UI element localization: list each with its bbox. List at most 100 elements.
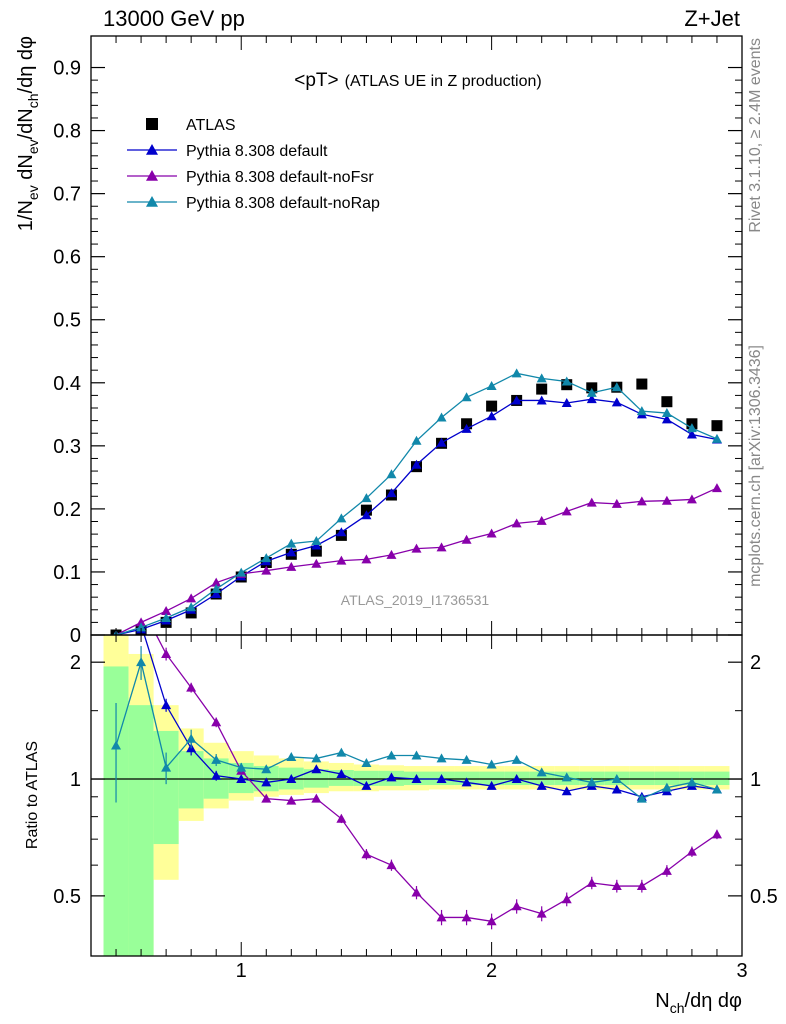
legend-label-noFsr: Pythia 8.308 default-noFsr: [186, 169, 374, 186]
data-point-default: [486, 411, 497, 421]
ratio-point-noFsr: [386, 860, 397, 870]
data-point-noFsr: [486, 528, 497, 538]
ratio-point-default: [311, 764, 322, 774]
y-tick-label: 0.1: [53, 562, 81, 584]
ratio-y-tick-label: 0.5: [53, 886, 81, 908]
noFsr-ratio-line: [155, 635, 718, 922]
data-point-noRap: [711, 433, 722, 443]
green-band-bin: [353, 770, 379, 786]
green-band-bin: [629, 771, 655, 786]
ratio-point-noRap: [486, 759, 497, 769]
main-plot: [110, 368, 723, 635]
data-point-noFsr: [386, 549, 397, 559]
data-point-noFsr: [161, 606, 172, 616]
ratio-point-noFsr: [261, 793, 272, 803]
ratio-point-noFsr: [461, 912, 472, 922]
ratio-point-noFsr: [511, 901, 522, 911]
data-point-noRap: [286, 538, 297, 548]
data-point-noRap: [611, 382, 622, 392]
ratio-point-default: [336, 769, 347, 779]
main-series-layer: [110, 368, 723, 635]
ratio-point-noRap: [361, 757, 372, 767]
data-point-noRap: [686, 423, 697, 433]
ratio-point-default: [461, 777, 472, 787]
data-point-default: [561, 397, 572, 407]
ratio-y-tick-label: 2: [70, 652, 81, 674]
data-point-noFsr: [186, 593, 197, 603]
ratio-point-noRap: [236, 762, 247, 772]
ratio-point-noRap: [661, 782, 672, 792]
data-point-noRap: [436, 412, 447, 422]
data-point-noRap: [386, 469, 397, 479]
plot-title: <pT> (ATLAS UE in Z production): [294, 70, 541, 91]
ratio-y-tick-label-right: 1: [750, 769, 761, 791]
axes-layer: 0 0.1 0.2 0.3 0.4 0.5 0.6 0.7 0.8 0.9 1 2 3 0.5 0.5 1 1 2…: [53, 36, 778, 982]
data-point-noRap: [161, 612, 172, 622]
y-tick-label: 0.6: [53, 247, 81, 269]
data-point-noFsr: [261, 565, 272, 575]
ratio-point-noFsr: [436, 912, 447, 922]
y-tick-label: 0.9: [53, 58, 81, 80]
ratio-point-default: [386, 772, 397, 782]
data-point-noFsr: [211, 577, 222, 587]
legend: ATLAS Pythia 8.308 default Pythia 8.308 de…: [127, 117, 380, 212]
ratio-point-noRap: [536, 767, 547, 777]
green-band-bin: [654, 771, 680, 786]
ratio-point-noFsr: [561, 894, 572, 904]
legend-marker-default: [146, 144, 158, 155]
ratio-point-noFsr: [361, 849, 372, 859]
data-point-noRap: [536, 373, 547, 383]
data-point-ATLAS: [536, 383, 548, 395]
data-point-ATLAS: [586, 382, 598, 394]
data-point-noFsr: [136, 617, 147, 627]
data-point-noRap: [186, 602, 197, 612]
ratio-point-noFsr: [636, 881, 647, 891]
legend-marker-noFsr: [146, 170, 158, 181]
ratio-point-noRap: [636, 793, 647, 803]
green-band-bin: [178, 751, 204, 809]
y-tick-label: 0: [70, 625, 81, 647]
data-point-default: [411, 459, 422, 469]
mcplots-label: mcplots.cern.ch [arXiv:1306.3436]: [747, 345, 764, 587]
data-point-ATLAS: [461, 418, 473, 430]
analysis-label: ATLAS_2019_I1736531: [341, 592, 490, 608]
ratio-point-noRap: [286, 751, 297, 761]
ratio-point-noRap: [686, 777, 697, 787]
data-point-noFsr: [636, 496, 647, 506]
header-left: 13000 GeV pp: [103, 6, 245, 31]
green-band-bin: [479, 771, 505, 786]
data-point-noRap: [136, 622, 147, 632]
noFsr-series-line: [115, 487, 718, 635]
legend-marker-ATLAS: [146, 118, 158, 130]
default-ratio-line: [143, 635, 718, 798]
plot-title-paren: (ATLAS UE in Z production): [345, 73, 542, 90]
data-point-ATLAS: [360, 504, 372, 516]
data-point-default: [536, 395, 547, 405]
green-band-bin: [529, 771, 555, 786]
x-tick-label: 1: [236, 960, 247, 982]
x-tick-label: 3: [736, 960, 747, 982]
data-point-default: [661, 414, 672, 424]
data-point-ATLAS: [310, 545, 322, 557]
plot-title-main: <pT>: [294, 70, 338, 91]
data-point-ATLAS: [661, 396, 673, 408]
data-point-noRap: [561, 376, 572, 386]
ratio-point-default: [561, 786, 572, 796]
ratio-point-noRap: [161, 762, 172, 772]
data-point-noFsr: [411, 543, 422, 553]
ratio-point-noRap: [511, 754, 522, 764]
ratio-point-default: [161, 700, 172, 710]
data-point-noFsr: [536, 515, 547, 525]
data-point-ATLAS: [636, 378, 648, 390]
data-point-noRap: [586, 387, 597, 397]
ratio-point-noRap: [436, 753, 447, 763]
data-point-noFsr: [436, 542, 447, 552]
x-axis-label: Nch/dη dφ: [655, 990, 742, 1016]
data-point-noFsr: [311, 558, 322, 568]
green-band-bin: [153, 730, 179, 845]
data-point-noRap: [511, 368, 522, 378]
data-point-default: [511, 395, 522, 405]
ratio-y-tick-label-right: 2: [750, 652, 761, 674]
data-point-noFsr: [586, 497, 597, 507]
